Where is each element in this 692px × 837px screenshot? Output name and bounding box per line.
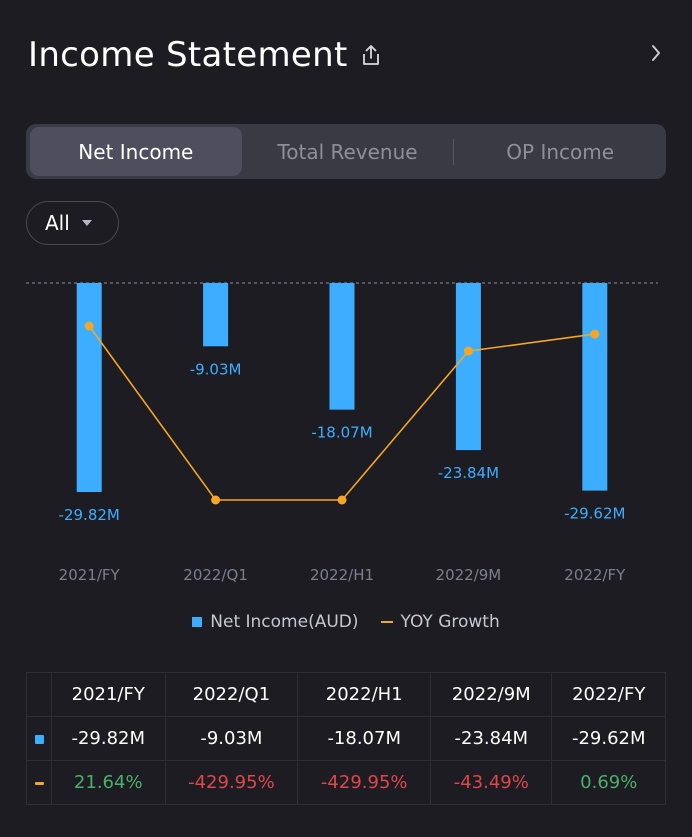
table-cell: 21.64% xyxy=(51,760,166,805)
table-row-key xyxy=(26,716,52,761)
period-filter-dropdown[interactable]: All xyxy=(26,201,119,245)
x-tick-label: 2022/FY xyxy=(564,566,626,584)
header: Income Statement xyxy=(28,30,382,80)
yoy-point-2022/9M xyxy=(463,346,473,356)
bar-value-label: -9.03M xyxy=(190,360,242,378)
legend-line-swatch xyxy=(380,621,393,623)
table-header-cell: 2021/FY xyxy=(51,672,166,717)
legend-bar-swatch xyxy=(192,617,203,627)
line-key-icon xyxy=(34,781,44,785)
table-header-row: 2021/FY 2022/Q1 2022/H1 2022/9M 2022/FY xyxy=(26,672,666,717)
legend-line-label: YOY Growth xyxy=(400,612,500,632)
table-corner-cell xyxy=(26,672,52,717)
bar-2022/9M xyxy=(455,283,481,451)
tab-bar: Net Income Total Revenue OP Income xyxy=(26,124,666,179)
period-filter-label: All xyxy=(45,211,70,235)
bar-2021/FY xyxy=(76,283,102,492)
table-cell: -18.07M xyxy=(297,716,432,761)
chevron-right-icon[interactable] xyxy=(648,40,664,66)
table-header-cell: 2022/9M xyxy=(430,672,553,717)
yoy-point-2022/H1 xyxy=(337,495,347,505)
table-cell: -9.03M xyxy=(164,716,299,761)
table-header-cell: 2022/FY xyxy=(551,672,666,717)
bar-2022/Q1 xyxy=(203,283,229,347)
table-row-key xyxy=(26,760,52,805)
tab-divider xyxy=(453,138,455,165)
table-cell: -43.49% xyxy=(430,760,553,805)
table-cell: -429.95% xyxy=(297,760,432,805)
yoy-point-2022/Q1 xyxy=(211,495,221,505)
bar-value-label: -29.62M xyxy=(564,505,625,523)
table-cell: -23.84M xyxy=(430,716,553,761)
bar-key-icon xyxy=(34,735,44,744)
bar-value-label: -29.82M xyxy=(59,506,120,524)
chart-legend: Net Income(AUD) YOY Growth xyxy=(0,612,692,632)
table-cell: -429.95% xyxy=(164,760,299,805)
table-cell: -29.82M xyxy=(51,716,166,761)
yoy-point-2022/FY xyxy=(590,329,600,339)
chart-area: -29.82M -9.03M -18.07M -23.84M -29.62M 2021/F… xyxy=(26,282,658,584)
table-cell: 0.69% xyxy=(551,760,666,805)
tab-total-revenue[interactable]: Total Revenue xyxy=(277,139,418,164)
bar-value-label: -23.84M xyxy=(438,464,499,482)
bar-value-label: -18.07M xyxy=(311,424,372,442)
page-title: Income Statement xyxy=(28,35,348,75)
legend-bar-label: Net Income(AUD) xyxy=(210,612,359,632)
data-table: 2021/FY 2022/Q1 2022/H1 2022/9M 2022/FY … xyxy=(26,672,666,805)
bar-2022/FY xyxy=(582,283,608,491)
tab-op-income[interactable]: OP Income xyxy=(506,139,615,164)
table-row-yoy-growth: 21.64% -429.95% -429.95% -43.49% 0.69% xyxy=(26,760,666,805)
bar-2022/H1 xyxy=(329,283,355,410)
table-header-cell: 2022/Q1 xyxy=(164,672,299,717)
x-tick-label: 2021/FY xyxy=(59,566,121,584)
tab-net-income[interactable]: Net Income xyxy=(30,127,242,176)
x-tick-label: 2022/9M xyxy=(436,566,502,584)
share-icon[interactable] xyxy=(360,43,382,67)
x-tick-label: 2022/Q1 xyxy=(183,566,248,584)
table-row-net-income: -29.82M -9.03M -18.07M -23.84M -29.62M xyxy=(26,716,666,761)
caret-down-icon xyxy=(81,220,92,226)
table-header-cell: 2022/H1 xyxy=(297,672,432,717)
x-tick-label: 2022/H1 xyxy=(310,566,374,584)
yoy-point-2021/FY xyxy=(84,321,94,331)
table-cell: -29.62M xyxy=(551,716,666,761)
